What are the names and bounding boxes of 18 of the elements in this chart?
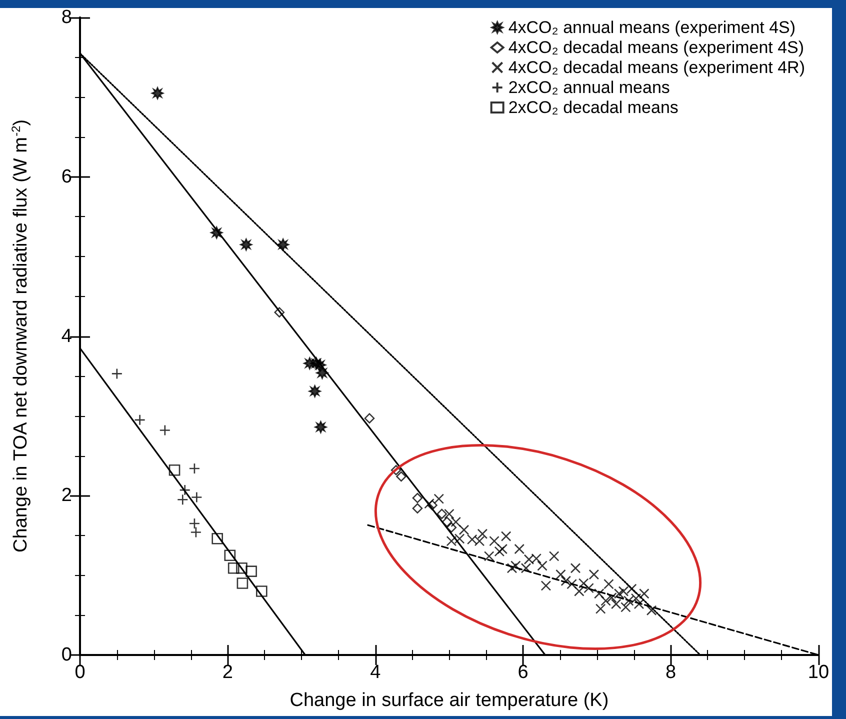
y-tick-label: 2: [61, 485, 72, 506]
y-tick-label: 8: [61, 7, 72, 28]
y-tick-label: 6: [61, 166, 72, 188]
x-tick-label: 10: [808, 662, 830, 683]
y-tick-label: 4: [61, 326, 72, 347]
x-tick-label: 2: [222, 662, 233, 683]
x-axis-title: Change in surface air temperature (K): [290, 690, 609, 711]
x-tick-label: 0: [74, 662, 86, 683]
x-tick-label: 8: [665, 662, 676, 683]
legend-label: 2xCO₂ annual means: [508, 78, 670, 97]
y-axis-title: Change in TOA net downward radiative flux (W m-2): [9, 119, 32, 552]
legend-label: 2xCO₂ decadal means: [508, 98, 678, 117]
legend-label: 4xCO₂ annual means (experiment 4S): [508, 18, 796, 37]
x-tick-label: 4: [370, 662, 382, 683]
legend-label: 4xCO₂ decadal means (experiment 4S): [508, 38, 804, 57]
y-tick-label: 0: [61, 644, 72, 666]
x-tick-label: 6: [518, 662, 528, 683]
legend-label: 4xCO₂ decadal means (experiment 4R): [508, 58, 805, 77]
